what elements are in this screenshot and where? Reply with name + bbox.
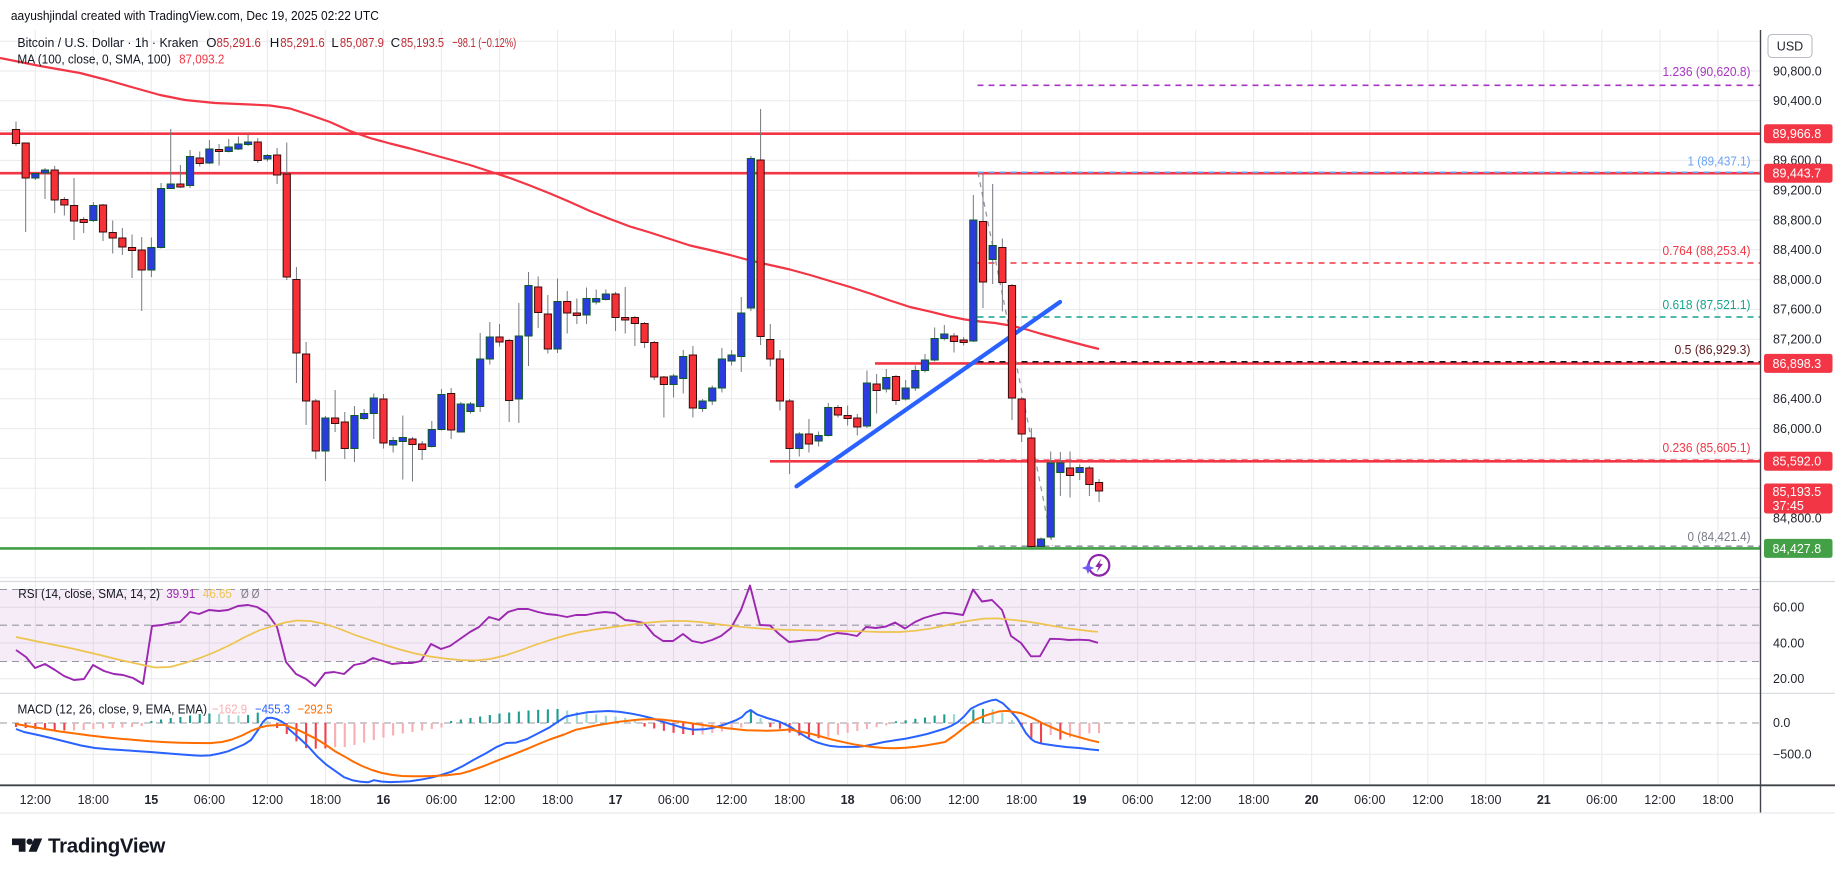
svg-text:40.00: 40.00 <box>1773 636 1804 650</box>
svg-text:−98.1 (−0.12%): −98.1 (−0.12%) <box>452 35 516 50</box>
svg-text:06:00: 06:00 <box>194 793 225 807</box>
svg-text:18:00: 18:00 <box>1702 793 1733 807</box>
svg-text:18:00: 18:00 <box>1006 793 1037 807</box>
svg-text:85,193.5: 85,193.5 <box>1773 485 1822 499</box>
svg-text:87,600.0: 87,600.0 <box>1773 303 1822 317</box>
svg-text:Ø Ø: Ø Ø <box>241 586 259 601</box>
svg-text:0.236 (85,605.1): 0.236 (85,605.1) <box>1663 441 1751 455</box>
svg-text:86,000.0: 86,000.0 <box>1773 422 1822 436</box>
svg-text:12:00: 12:00 <box>1412 793 1443 807</box>
svg-text:86,400.0: 86,400.0 <box>1773 392 1822 406</box>
svg-text:06:00: 06:00 <box>1122 793 1153 807</box>
svg-text:89,443.7: 89,443.7 <box>1773 167 1822 181</box>
svg-text:0.5 (86,929.3): 0.5 (86,929.3) <box>1675 343 1751 357</box>
svg-text:89,966.8: 89,966.8 <box>1773 127 1822 141</box>
svg-text:12:00: 12:00 <box>716 793 747 807</box>
svg-text:39.91: 39.91 <box>166 586 195 601</box>
svg-text:−292.5: −292.5 <box>298 702 333 717</box>
svg-text:90,400.0: 90,400.0 <box>1773 94 1822 108</box>
svg-text:84,427.8: 84,427.8 <box>1773 542 1822 556</box>
svg-text:RSI (14, close, SMA, 14, 2): RSI (14, close, SMA, 14, 2) <box>18 586 160 601</box>
svg-text:12:00: 12:00 <box>948 793 979 807</box>
svg-text:12:00: 12:00 <box>484 793 515 807</box>
svg-text:85,193.5: 85,193.5 <box>401 35 444 50</box>
svg-text:85,087.9: 85,087.9 <box>340 35 384 50</box>
svg-text:46.65: 46.65 <box>203 586 232 601</box>
svg-text:1.236 (90,620.8): 1.236 (90,620.8) <box>1663 65 1751 79</box>
svg-text:MA (100, close, 0, SMA, 100): MA (100, close, 0, SMA, 100) <box>17 52 171 67</box>
svg-text:06:00: 06:00 <box>426 793 457 807</box>
svg-text:88,800.0: 88,800.0 <box>1773 213 1822 227</box>
svg-text:18:00: 18:00 <box>542 793 573 807</box>
svg-text:−500.0: −500.0 <box>1773 748 1812 762</box>
svg-text:87,200.0: 87,200.0 <box>1773 333 1822 347</box>
svg-text:85,291.6: 85,291.6 <box>217 35 261 50</box>
svg-text:H: H <box>270 35 280 50</box>
svg-text:17: 17 <box>609 793 623 807</box>
svg-text:Bitcoin / U.S. Dollar · 1h · K: Bitcoin / U.S. Dollar · 1h · Kraken <box>17 35 198 50</box>
svg-text:88,000.0: 88,000.0 <box>1773 273 1822 287</box>
svg-text:C: C <box>391 35 401 50</box>
svg-text:18:00: 18:00 <box>310 793 341 807</box>
svg-text:L: L <box>331 35 338 50</box>
svg-text:85,291.6: 85,291.6 <box>280 35 324 50</box>
svg-text:88,400.0: 88,400.0 <box>1773 243 1822 257</box>
svg-text:06:00: 06:00 <box>1354 793 1385 807</box>
svg-text:0.0: 0.0 <box>1773 716 1790 730</box>
svg-text:12:00: 12:00 <box>1644 793 1675 807</box>
svg-text:60.00: 60.00 <box>1773 601 1804 615</box>
svg-text:18:00: 18:00 <box>1470 793 1501 807</box>
svg-text:06:00: 06:00 <box>1586 793 1617 807</box>
svg-text:21: 21 <box>1537 793 1551 807</box>
svg-text:−162.9: −162.9 <box>212 702 247 717</box>
svg-text:aayushjindal created with Trad: aayushjindal created with TradingView.co… <box>11 8 379 23</box>
svg-text:0.764 (88,253.4): 0.764 (88,253.4) <box>1663 244 1751 258</box>
svg-text:89,200.0: 89,200.0 <box>1773 184 1822 198</box>
svg-text:87,093.2: 87,093.2 <box>179 52 224 67</box>
svg-text:06:00: 06:00 <box>658 793 689 807</box>
svg-text:06:00: 06:00 <box>890 793 921 807</box>
svg-text:O: O <box>206 35 216 50</box>
svg-text:86,898.3: 86,898.3 <box>1773 357 1822 371</box>
svg-text:USD: USD <box>1777 40 1803 54</box>
svg-text:−455.3: −455.3 <box>255 702 290 717</box>
svg-text:18: 18 <box>841 793 855 807</box>
svg-text:20: 20 <box>1305 793 1319 807</box>
svg-text:37:45: 37:45 <box>1773 499 1804 513</box>
svg-text:90,800.0: 90,800.0 <box>1773 64 1822 78</box>
svg-text:18:00: 18:00 <box>774 793 805 807</box>
svg-text:0.618 (87,521.1): 0.618 (87,521.1) <box>1663 298 1751 312</box>
svg-text:TradingView: TradingView <box>48 835 165 858</box>
svg-text:84,800.0: 84,800.0 <box>1773 511 1822 525</box>
svg-text:18:00: 18:00 <box>1238 793 1269 807</box>
svg-text:15: 15 <box>144 793 158 807</box>
svg-text:18:00: 18:00 <box>78 793 109 807</box>
svg-text:12:00: 12:00 <box>20 793 51 807</box>
svg-text:16: 16 <box>376 793 390 807</box>
svg-text:0 (84,421.4): 0 (84,421.4) <box>1688 530 1751 544</box>
svg-text:20.00: 20.00 <box>1773 672 1804 686</box>
svg-text:85,592.0: 85,592.0 <box>1773 455 1822 469</box>
svg-text:MACD (12, 26, close, 9, EMA, E: MACD (12, 26, close, 9, EMA, EMA) <box>18 702 208 717</box>
svg-text:1 (89,437.1): 1 (89,437.1) <box>1688 155 1751 169</box>
svg-text:12:00: 12:00 <box>252 793 283 807</box>
svg-text:19: 19 <box>1073 793 1087 807</box>
svg-text:12:00: 12:00 <box>1180 793 1211 807</box>
